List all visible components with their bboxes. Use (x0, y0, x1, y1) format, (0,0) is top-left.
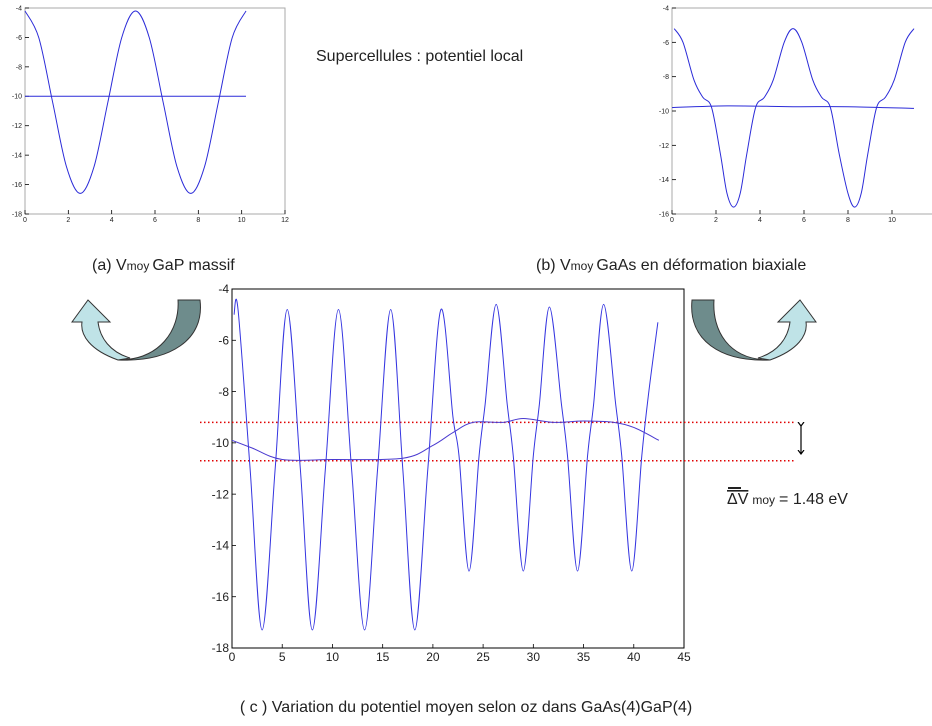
y-tick-label: -16 (12, 182, 22, 189)
annotation-subscript: moy (752, 493, 775, 507)
x-tick-label: 15 (376, 650, 390, 664)
plot-frame (24, 7, 286, 215)
x-tick-label: 8 (846, 217, 850, 224)
data-line (24, 10, 247, 194)
x-tick-label: 5 (279, 650, 286, 664)
delta-annotation: ΔV moy = 1.48 eV (727, 491, 848, 508)
x-tick-label: 30 (527, 650, 541, 664)
caption-subscript: moy (127, 259, 150, 273)
annotation-symbol: ΔV (727, 491, 749, 508)
plot-frame (671, 7, 932, 215)
slide-title: Supercellules : potentiel local (316, 48, 523, 65)
y-tick-label: -16 (659, 211, 669, 218)
y-tick-label: -18 (12, 211, 22, 218)
x-tick-label: 6 (153, 217, 157, 224)
caption-rest: GaAs en déformation biaxiale (596, 257, 806, 274)
data-line (231, 417, 660, 461)
y-tick-label: -6 (663, 40, 669, 47)
y-tick-label: -8 (663, 74, 669, 81)
y-tick-label: -4 (663, 5, 669, 12)
caption-rest: GaP massif (152, 257, 235, 274)
y-tick-label: -4 (218, 282, 229, 296)
data-line (671, 105, 915, 109)
x-tick-label: 25 (476, 650, 490, 664)
y-tick-label: -14 (212, 539, 230, 553)
annotation-text: = 1.48 eV (779, 491, 848, 508)
y-tick-label: -14 (12, 153, 22, 160)
data-line (233, 298, 659, 631)
x-tick-label: 45 (677, 650, 691, 664)
caption-subscript: moy (571, 259, 594, 273)
data-line (673, 28, 915, 208)
x-tick-label: 8 (196, 217, 200, 224)
x-tick-label: 40 (627, 650, 641, 664)
y-tick-label: -14 (659, 177, 669, 184)
caption-main: (b) V (536, 257, 571, 274)
curved-arrow-right (691, 299, 817, 361)
x-tick-label: 2 (66, 217, 70, 224)
x-tick-label: 0 (670, 217, 674, 224)
chart-caption: (a) Vmoy GaP massif (92, 257, 235, 274)
x-tick-label: 10 (238, 217, 246, 224)
y-tick-label: -12 (212, 487, 230, 501)
y-tick-label: -8 (16, 64, 22, 71)
chart-caption: (b) Vmoy GaAs en déformation biaxiale (536, 257, 806, 274)
y-tick-label: -6 (218, 333, 229, 347)
y-tick-label: -12 (659, 143, 669, 150)
y-tick-label: -10 (212, 436, 230, 450)
y-tick-label: -18 (212, 641, 230, 655)
x-tick-label: 6 (802, 217, 806, 224)
caption-main: ( c ) Variation du potentiel moyen selon… (240, 699, 692, 716)
x-tick-label: 4 (110, 217, 114, 224)
x-tick-label: 12 (281, 217, 289, 224)
x-tick-label: 4 (758, 217, 762, 224)
y-tick-label: -8 (218, 385, 229, 399)
y-tick-label: -12 (12, 123, 22, 130)
caption-main: (a) V (92, 257, 127, 274)
x-tick-label: 0 (23, 217, 27, 224)
y-tick-label: -10 (659, 108, 669, 115)
x-tick-label: 10 (888, 217, 896, 224)
y-tick-label: -4 (16, 5, 22, 12)
x-tick-label: 10 (326, 650, 340, 664)
curved-arrow-left (71, 299, 201, 361)
chart-caption: ( c ) Variation du potentiel moyen selon… (240, 699, 692, 716)
y-tick-label: -16 (212, 590, 230, 604)
x-tick-label: 35 (577, 650, 591, 664)
y-tick-label: -10 (12, 94, 22, 101)
x-tick-label: 0 (229, 650, 236, 664)
x-tick-label: 2 (714, 217, 718, 224)
y-tick-label: -6 (16, 35, 22, 42)
x-tick-label: 20 (426, 650, 440, 664)
